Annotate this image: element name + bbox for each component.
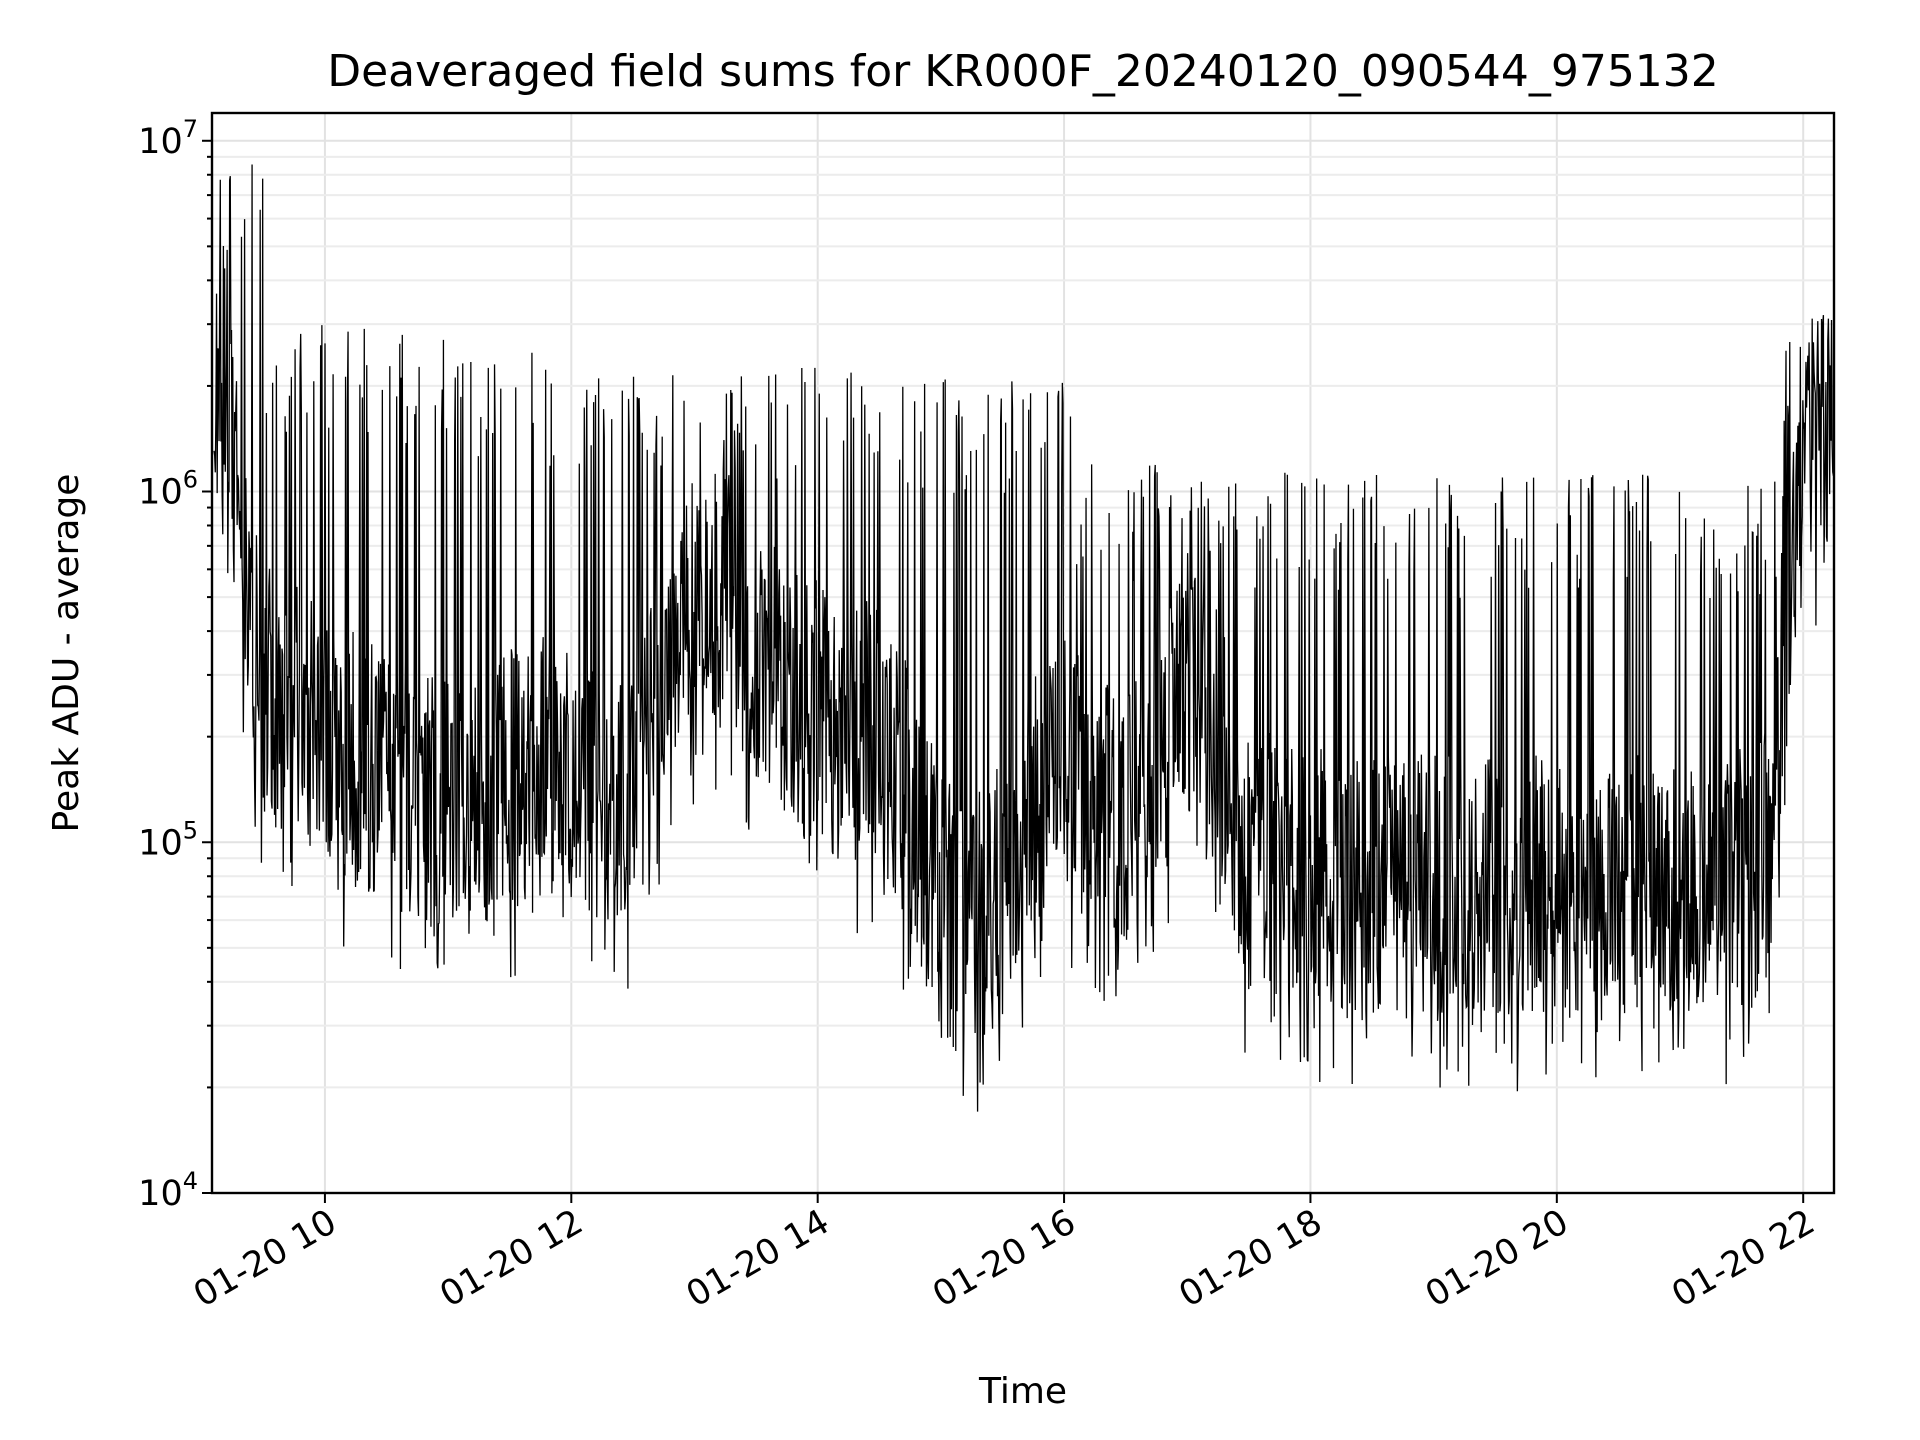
y-tick-label: 107 bbox=[138, 115, 198, 162]
x-axis-label: Time bbox=[978, 1371, 1067, 1412]
chart-title: Deaveraged field sums for KR000F_2024012… bbox=[327, 46, 1719, 97]
x-axis-ticks: 01-20 10 01-20 12 01-20 14 01-20 16 01-20 18… bbox=[187, 1193, 1822, 1315]
x-tick-label: 01-20 14 bbox=[680, 1202, 836, 1315]
x-tick-label: 01-20 12 bbox=[434, 1202, 590, 1315]
y-tick-label: 105 bbox=[138, 816, 198, 863]
x-tick-label: 01-20 22 bbox=[1665, 1202, 1821, 1315]
x-tick-label: 01-20 18 bbox=[1173, 1202, 1329, 1315]
y-axis-ticks: 104 105 106 107 bbox=[138, 115, 212, 1214]
plot-frame bbox=[210, 111, 1836, 1195]
x-tick-label: 01-20 16 bbox=[926, 1202, 1082, 1315]
series-line bbox=[213, 164, 1835, 1112]
x-tick-label: 01-20 10 bbox=[187, 1202, 343, 1315]
y-tick-label: 106 bbox=[138, 466, 198, 513]
y-axis-label: Peak ADU - average bbox=[46, 474, 87, 833]
x-tick-label: 01-20 20 bbox=[1419, 1202, 1575, 1315]
y-tick-label: 104 bbox=[138, 1167, 198, 1214]
